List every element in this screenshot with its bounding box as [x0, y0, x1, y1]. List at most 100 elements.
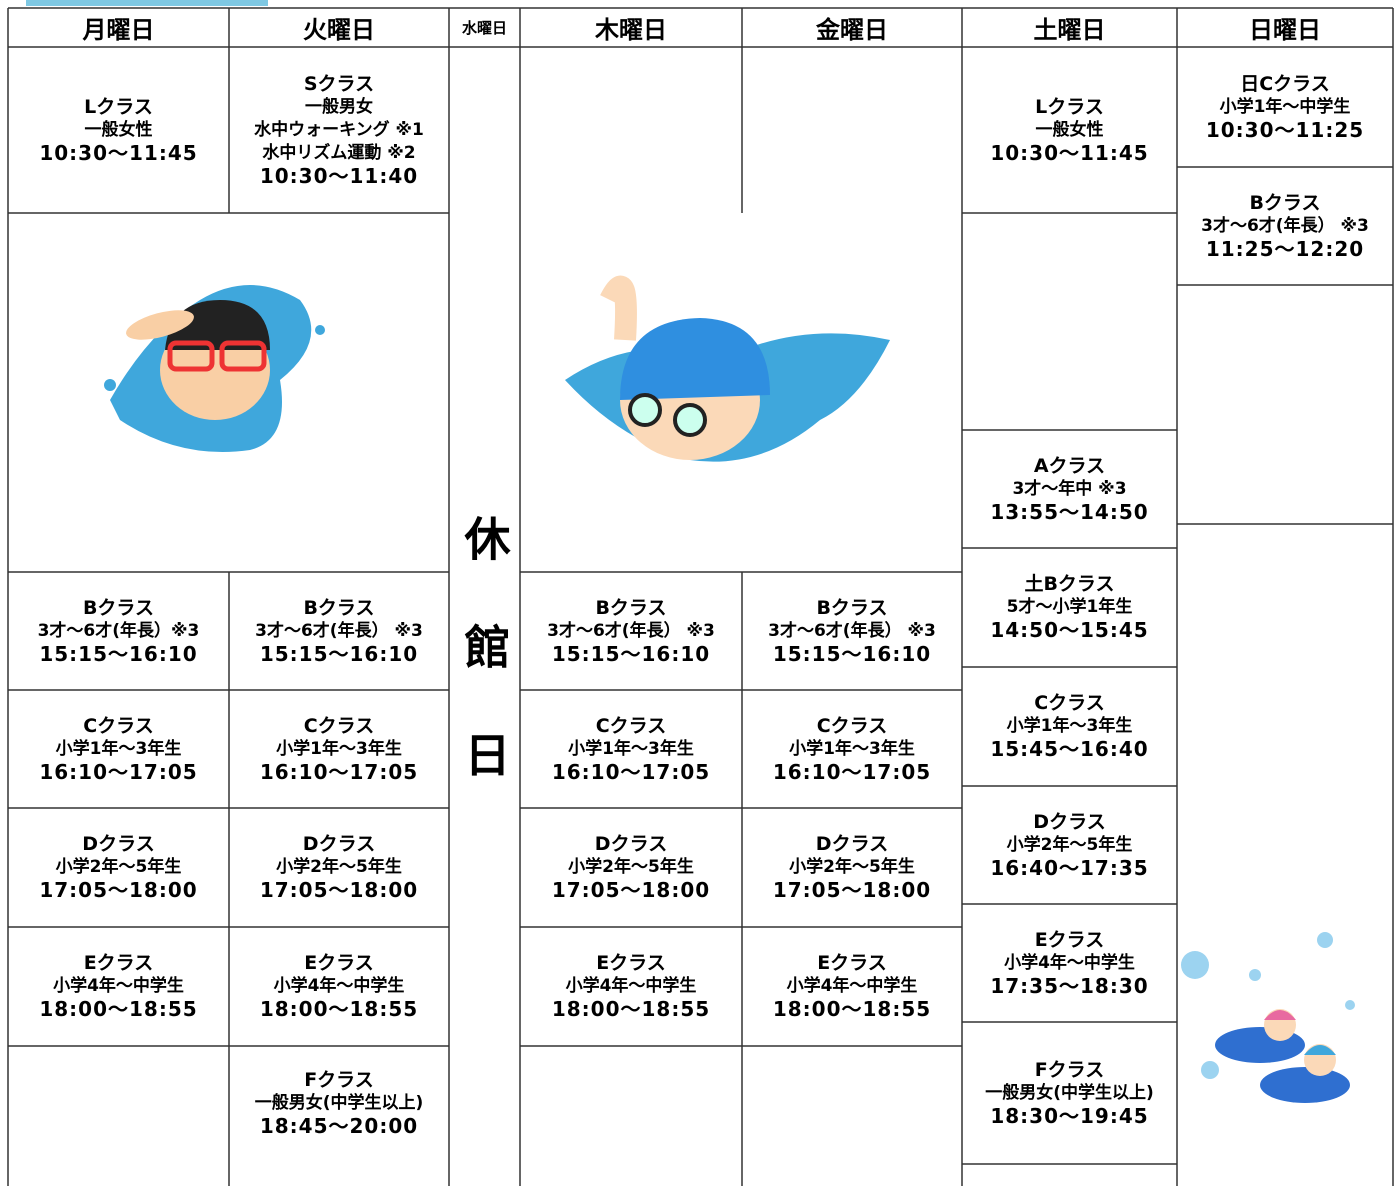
day-header: 日曜日: [1249, 16, 1321, 44]
class-detail: 小学2年～5年生: [276, 857, 402, 877]
class-detail: 小学4年～中学生: [1004, 952, 1135, 973]
class-detail: 3才～6才(年長） ※3: [768, 620, 936, 641]
class-cell: Lクラス 一般女性 10:30～11:45: [962, 47, 1177, 213]
class-time: 10:30～11:45: [39, 140, 198, 165]
class-detail: 小学1年～3年生: [568, 738, 694, 759]
class-detail: 3才～年中 ※3: [1012, 478, 1127, 499]
class-cell: Dクラス 小学2年～5年生 17:05～18:00: [520, 808, 742, 927]
class-detail: 3才～6才(年長） ※3: [547, 620, 715, 641]
class-name: Cクラス: [303, 714, 375, 737]
day-header: 水曜日: [461, 19, 507, 37]
class-time: 10:30～11:45: [990, 140, 1149, 165]
day-header: 月曜日: [82, 16, 155, 44]
day-header: 火曜日: [303, 16, 375, 44]
class-time: 15:15～16:10: [772, 641, 932, 666]
class-name: Eクラス: [83, 952, 154, 974]
class-name: 日Cクラス: [1240, 72, 1330, 95]
class-cell: Dクラス 小学2年～5年生 17:05～18:00: [742, 808, 962, 927]
swimmer-illustration-3: [1181, 932, 1355, 1103]
class-cell: Sクラス 一般男女 水中ウォーキング ※1 水中リズム運動 ※2 10:30～11:40: [229, 47, 449, 213]
class-time: 16:10～17:05: [772, 759, 932, 784]
class-name: Bクラス: [816, 596, 888, 619]
class-time: 16:10～17:05: [551, 759, 711, 784]
class-detail: 小学2年～5年生: [1006, 834, 1133, 855]
class-cell: Dクラス 小学2年～5年生 16:40～17:35: [962, 786, 1177, 904]
class-time: 17:05～18:00: [772, 878, 932, 902]
class-cell: Eクラス 小学4年～中学生 18:00～18:55: [520, 927, 742, 1046]
class-time: 15:15～16:10: [39, 641, 198, 666]
class-time: 14:50～15:45: [990, 618, 1149, 642]
class-time: 16:10～17:05: [39, 759, 198, 784]
class-time: 16:10～17:05: [259, 759, 419, 784]
class-cell: Bクラス 3才～6才(年長） ※3 15:15～16:10: [742, 572, 962, 690]
class-name: Dクラス: [302, 833, 376, 855]
day-header: 金曜日: [816, 16, 888, 44]
class-cell: Fクラス 一般男女(中学生以上) 18:30～19:45: [962, 1022, 1177, 1164]
class-time: 17:05～18:00: [551, 878, 711, 902]
class-time: 17:35～18:30: [990, 973, 1149, 998]
class-detail: 一般男女: [305, 96, 373, 117]
class-cell: 土Bクラス 5才～小学1年生 14:50～15:45: [962, 548, 1177, 667]
class-detail: 小学4年～中学生: [53, 976, 184, 996]
swimmer-illustration-2: [565, 275, 890, 462]
class-cell: Cクラス 小学1年～3年生 15:45～16:40: [962, 667, 1177, 786]
class-detail: 3才～6才(年長）※3: [37, 620, 200, 641]
class-detail: 水中ウォーキング ※1: [254, 119, 424, 140]
class-name: Sクラス: [303, 72, 375, 95]
class-name: Cクラス: [595, 714, 667, 737]
class-detail: 一般男女(中学生以上): [254, 1092, 424, 1113]
class-detail: 小学2年～5年生: [568, 857, 694, 877]
class-time: 17:05～18:00: [259, 878, 419, 902]
class-detail: 3才～6才(年長） ※3: [255, 620, 423, 641]
class-cell: Eクラス 小学4年～中学生 18:00～18:55: [742, 927, 962, 1046]
class-cell: Dクラス 小学2年～5年生 17:05～18:00: [8, 808, 229, 927]
class-cell: Aクラス 3才～年中 ※3 13:55～14:50: [962, 430, 1177, 548]
class-detail: 小学1年～3年生: [276, 738, 402, 759]
class-name: Bクラス: [303, 596, 375, 619]
class-name: Cクラス: [1034, 692, 1105, 714]
class-detail: 小学4年～中学生: [786, 976, 918, 996]
class-detail: 一般男女(中学生以上): [985, 1082, 1154, 1103]
class-name: Lクラス: [84, 95, 153, 118]
class-detail: 一般女性: [1035, 119, 1104, 140]
class-name: Dクラス: [82, 833, 155, 855]
class-detail: 小学4年～中学生: [565, 976, 697, 996]
swimmer-illustration-1: [104, 285, 325, 452]
class-name: Cクラス: [83, 714, 154, 737]
class-time: 18:00～18:55: [259, 997, 419, 1021]
class-name: Dクラス: [1033, 810, 1106, 833]
class-cell: Eクラス 小学4年～中学生 18:00～18:55: [8, 927, 229, 1046]
class-time: 16:40～17:35: [990, 855, 1149, 880]
class-name: Dクラス: [815, 833, 889, 855]
day-header: 木曜日: [595, 16, 667, 44]
class-time: 18:00～18:55: [551, 997, 711, 1021]
class-detail: 一般女性: [84, 119, 153, 140]
class-detail: 小学1年～3年生: [1006, 716, 1133, 736]
closed-cell: 休館日: [449, 47, 520, 1186]
class-time: 15:15～16:10: [259, 641, 419, 666]
class-name: Fクラス: [1034, 1058, 1105, 1081]
class-detail: 小学2年～5年生: [55, 857, 182, 877]
class-cell: Cクラス 小学1年～3年生 16:10～17:05: [520, 690, 742, 808]
class-cell: Bクラス 3才～6才(年長）※3 15:15～16:10: [8, 572, 229, 690]
class-detail: 水中リズム運動 ※2: [262, 142, 416, 163]
class-cell: Cクラス 小学1年～3年生 16:10～17:05: [229, 690, 449, 808]
class-cell: Fクラス 一般男女(中学生以上) 18:45～20:00: [229, 1046, 449, 1160]
class-cell: Cクラス 小学1年～3年生 16:10～17:05: [8, 690, 229, 808]
class-cell: Bクラス 3才～6才(年長） ※3 15:15～16:10: [229, 572, 449, 690]
class-time: 10:30～11:25: [1205, 117, 1365, 142]
grid-lines: [7, 7, 1394, 1186]
class-name: Bクラス: [1249, 191, 1321, 214]
class-time: 18:45～20:00: [259, 1113, 419, 1138]
class-detail: 小学4年～中学生: [273, 976, 405, 996]
class-time: 11:25～12:20: [1205, 236, 1365, 261]
class-detail: 5才～小学1年生: [1006, 597, 1133, 617]
class-detail: 小学2年～5年生: [789, 857, 915, 877]
class-cell: Cクラス 小学1年～3年生 16:10～17:05: [742, 690, 962, 808]
class-cell: 日Cクラス 小学1年～中学生 10:30～11:25: [1177, 47, 1393, 167]
class-name: Eクラス: [304, 952, 374, 974]
closed-label: 休館日: [457, 514, 512, 839]
class-name: Fクラス: [304, 1068, 374, 1091]
